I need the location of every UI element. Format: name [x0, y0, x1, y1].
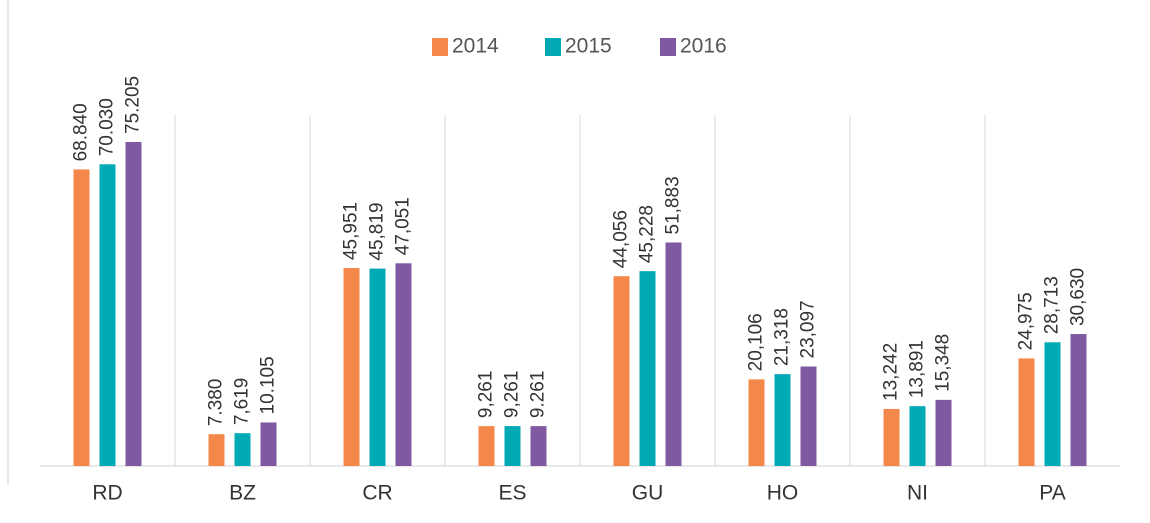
bar: [1018, 358, 1035, 466]
value-label: 68.840: [71, 103, 92, 161]
bar: [260, 422, 277, 466]
bar: [369, 268, 386, 466]
value-label: 24,975: [1016, 292, 1037, 350]
bar: [1070, 334, 1087, 466]
bar: [99, 164, 116, 467]
legend-label: 2015: [565, 35, 612, 58]
x-tick-label: CR: [362, 482, 392, 505]
bar: [613, 276, 630, 466]
x-tick-label: PA: [1039, 482, 1065, 505]
value-label: 45,951: [341, 202, 362, 260]
value-label: 7,619: [232, 378, 253, 426]
value-label: 9,261: [476, 371, 497, 419]
legend-swatch: [432, 38, 448, 56]
bar: [73, 169, 90, 466]
value-label: 23,097: [798, 300, 819, 358]
value-label: 28,713: [1042, 276, 1063, 334]
legend-label: 2014: [452, 35, 499, 58]
bar: [800, 366, 817, 466]
bar: [125, 142, 142, 466]
bar: [1044, 342, 1061, 466]
bar: [478, 426, 495, 466]
value-label: 15,348: [933, 334, 954, 392]
bar: [639, 271, 656, 466]
x-tick-label: BZ: [229, 482, 256, 505]
value-label: 20,106: [746, 313, 767, 371]
bar: [909, 406, 926, 466]
bar: [208, 434, 225, 466]
x-tick-label: RD: [92, 482, 122, 505]
bar: [665, 242, 682, 466]
bar: [774, 374, 791, 466]
legend-swatch: [545, 38, 561, 56]
bar: [234, 433, 251, 466]
value-label: 9.261: [528, 371, 549, 419]
value-label: 75.205: [123, 76, 144, 134]
value-label: 30,630: [1068, 268, 1089, 326]
value-label: 13,242: [881, 343, 902, 401]
bar: [530, 426, 547, 466]
legend-swatch: [660, 38, 676, 56]
value-label: 21,318: [772, 308, 793, 366]
legend-label: 2016: [680, 35, 727, 58]
value-label: 9,261: [502, 371, 523, 419]
x-tick-label: NI: [907, 482, 928, 505]
bar: [504, 426, 521, 466]
bar: [395, 263, 412, 466]
bar: [343, 268, 360, 466]
value-label: 13,891: [907, 340, 928, 398]
value-label: 51,883: [663, 176, 684, 234]
value-label: 10.105: [258, 356, 279, 414]
x-tick-label: ES: [498, 482, 526, 505]
value-label: 44,056: [611, 210, 632, 268]
value-label: 45,819: [367, 202, 388, 260]
value-label: 70.030: [97, 98, 118, 156]
value-label: 7.380: [206, 379, 227, 427]
bar: [748, 379, 765, 466]
bar: [935, 399, 952, 466]
bar: [883, 408, 900, 466]
value-label: 47,051: [393, 197, 414, 255]
value-label: 45,228: [637, 205, 658, 263]
x-tick-label: GU: [632, 482, 664, 505]
x-tick-label: HO: [767, 482, 799, 505]
